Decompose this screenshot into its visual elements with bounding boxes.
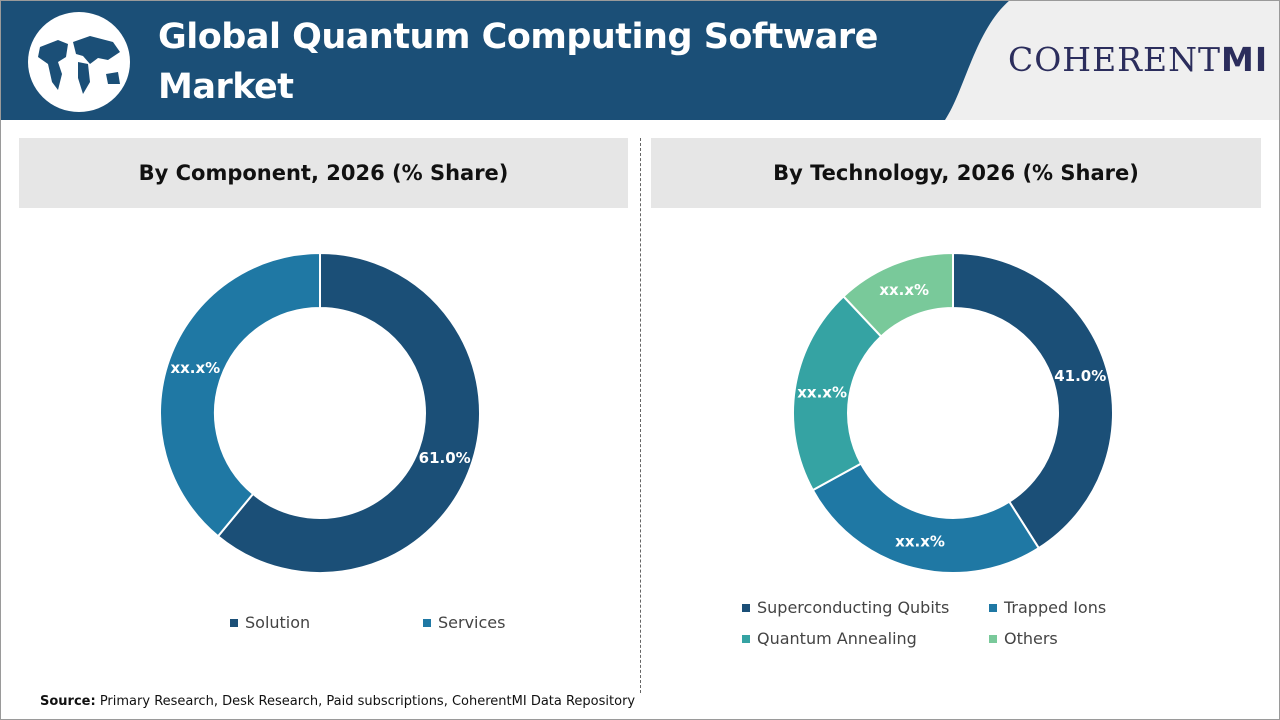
legend-label: Quantum Annealing [757, 629, 917, 648]
data-label: xx.x% [895, 532, 945, 550]
component-donut-chart: 61.0% xx.x% [159, 251, 481, 574]
donut-segment-others [842, 251, 954, 338]
data-label: xx.x% [797, 383, 847, 401]
component-chart-title: By Component, 2026 (% Share) [19, 138, 628, 208]
data-label: 61.0% [419, 449, 471, 467]
page-title: Global Quantum Computing Software Market [158, 12, 878, 112]
header-banner: Global Quantum Computing Software Market… [0, 0, 1280, 120]
technology-donut-chart: 41.0% xx.x% xx.x% xx.x% [792, 251, 1114, 574]
donut-segment-superconducting-qubits [952, 251, 1114, 550]
legend-label: Services [438, 613, 506, 632]
legend-swatch [423, 618, 431, 627]
globe-icon [28, 12, 130, 112]
legend-label: Others [1004, 629, 1058, 648]
legend-label: Superconducting Qubits [757, 598, 950, 617]
coherentmi-logo: COHERENTMI [1008, 40, 1268, 79]
source-text: Primary Research, Desk Research, Paid su… [95, 694, 636, 709]
panel-divider [640, 138, 641, 693]
title-line-2: Market [158, 67, 294, 107]
legend-swatch [989, 603, 997, 612]
legend-swatch [742, 603, 750, 612]
source-note: Source: Primary Research, Desk Research,… [40, 694, 635, 709]
legend-label: Trapped Ions [1004, 598, 1107, 617]
legend-item-trapped-ions: Trapped Ions [989, 598, 1106, 617]
title-line-1: Global Quantum Computing Software [158, 17, 878, 57]
header-band [0, 0, 1010, 120]
source-label: Source: [40, 694, 96, 709]
legend-item-others: Others [989, 629, 1058, 648]
legend-swatch [742, 634, 750, 643]
logo-text: COHERENT [1008, 40, 1221, 79]
data-label: 41.0% [1054, 367, 1106, 385]
legend-label: Solution [245, 613, 311, 632]
legend-item-services: Services [423, 613, 505, 632]
legend-swatch [230, 618, 238, 627]
donut-segment-solution [216, 251, 481, 574]
legend-item-quantum-annealing: Quantum Annealing [742, 629, 917, 648]
donut-segment-trapped-ions [811, 462, 1041, 574]
legend-item-solution: Solution [230, 613, 310, 632]
legend-swatch [989, 634, 997, 643]
legend-item-superconducting-qubits: Superconducting Qubits [742, 598, 949, 617]
logo-suffix: MI [1221, 40, 1269, 79]
technology-chart-title: By Technology, 2026 (% Share) [651, 138, 1261, 208]
donut-segment-services [159, 251, 321, 538]
data-label: xx.x% [170, 359, 220, 377]
data-label: xx.x% [879, 281, 929, 299]
